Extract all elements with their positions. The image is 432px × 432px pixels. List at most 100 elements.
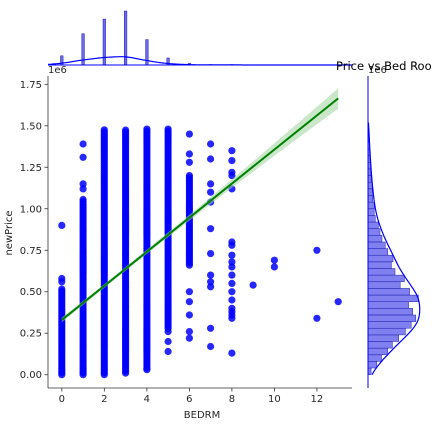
- x-tick-label: 12: [311, 394, 324, 405]
- y-marginal-bar: [367, 328, 406, 336]
- y-tick-label: 0.25: [20, 329, 42, 340]
- scatter-point: [228, 238, 236, 246]
- scatter-point: [228, 258, 236, 266]
- y-marginal-bar: [367, 301, 409, 309]
- x-tick-label: 4: [144, 394, 150, 405]
- scatter-point: [228, 279, 236, 287]
- scatter-point: [228, 296, 236, 304]
- y-marginal-bar: [367, 354, 382, 362]
- scatter-point: [228, 168, 236, 176]
- scatter-point: [164, 337, 172, 346]
- scatter-point: [164, 125, 172, 133]
- y-marginal-offset-label: 1e6: [368, 65, 387, 76]
- scatter-point: [228, 251, 236, 259]
- scatter-point: [58, 278, 66, 286]
- scatter-point: [79, 153, 87, 161]
- y-marginal-bar: [367, 188, 373, 196]
- y-tick-label: 1.25: [20, 163, 42, 174]
- scatter-point: [185, 334, 193, 342]
- y-axis-label: newPrice: [4, 210, 15, 255]
- y-marginal-bar: [367, 294, 419, 302]
- scatter-point: [228, 263, 236, 271]
- scatter-point: [207, 225, 215, 233]
- y-tick-label: 0.00: [20, 370, 42, 381]
- y-tick-label: 1.75: [20, 80, 42, 91]
- scatter-point: [79, 180, 87, 188]
- y-marginal-bar: [367, 181, 373, 190]
- scatter-point: [143, 366, 151, 374]
- scatter-point: [228, 157, 236, 165]
- y-marginal-bar: [367, 347, 389, 356]
- scatter-point: [164, 347, 172, 356]
- main-axes: 0 2 4 6 8 10 12 0.00 0.25 0.50 0.75 1.00 1.25 1.50 1.7…: [20, 76, 352, 405]
- scatter-point: [313, 314, 321, 322]
- y-tick-label: 0.50: [20, 287, 42, 298]
- x-tick-label: 2: [101, 394, 107, 405]
- scatter-point: [207, 180, 215, 188]
- scatter-point: [270, 256, 278, 264]
- scatter-point: [79, 185, 87, 193]
- x-marginal-distribution: [47, 10, 352, 66]
- x-tick-label: 6: [186, 394, 192, 405]
- x-marginal-kde: [47, 56, 352, 66]
- scatter-point: [79, 140, 87, 148]
- scatter-point: [228, 288, 236, 296]
- y-tick-label: 1.00: [20, 204, 42, 215]
- x-tick-label: 0: [59, 394, 65, 405]
- y-marginal-distribution: [367, 76, 421, 388]
- scatter-point: [207, 140, 215, 148]
- scatter-point: [100, 126, 108, 134]
- y-marginal-bar: [367, 361, 378, 369]
- y-tick-label: 1.50: [20, 121, 42, 132]
- scatter-point: [228, 349, 236, 357]
- y-marginal-bar: [367, 281, 401, 289]
- scatter-point: [79, 195, 87, 204]
- x-tick-label: 8: [229, 394, 235, 405]
- regression-fit: [61, 88, 339, 323]
- scatter-point: [185, 288, 193, 296]
- scatter-point: [228, 304, 236, 312]
- scatter-point: [207, 155, 215, 163]
- scatter-points: [58, 125, 342, 379]
- y-marginal-bar: [367, 195, 373, 203]
- y-marginal-bar: [367, 308, 413, 316]
- scatter-point: [249, 281, 257, 289]
- y-marginal-bar: [367, 321, 412, 329]
- scatter-point: [164, 328, 172, 336]
- y-marginal-bar: [367, 288, 410, 296]
- scatter-point: [58, 285, 66, 293]
- y-marginal-bar: [367, 228, 381, 236]
- scatter-point: [185, 298, 193, 306]
- y-marginal-bar: [367, 254, 394, 263]
- y-marginal-bar: [367, 248, 389, 256]
- scatter-point: [185, 130, 193, 138]
- y-marginal-bar: [367, 235, 383, 243]
- y-marginal-kde: [367, 122, 421, 375]
- scatter-point: [185, 328, 193, 336]
- x-tick-label: 10: [268, 394, 281, 405]
- y-marginal-bar: [367, 268, 396, 276]
- y-marginal-bar: [367, 215, 376, 223]
- scatter-point: [228, 147, 236, 155]
- scatter-point: [207, 271, 215, 279]
- scatter-point: [207, 324, 215, 332]
- scatter-point: [143, 125, 151, 133]
- scatter-point: [207, 283, 215, 291]
- y-marginal-bar: [367, 208, 375, 216]
- y-marginal-bar: [367, 261, 392, 269]
- scatter-point: [207, 250, 215, 258]
- scatter-point: [207, 278, 215, 286]
- scatter-point: [58, 221, 66, 229]
- scatter-point: [122, 126, 130, 134]
- chart-title: Price vs Bed Rooms: [336, 59, 432, 73]
- regression-line: [61, 97, 339, 321]
- y-marginal-bar: [367, 241, 386, 249]
- scatter-point: [207, 342, 215, 351]
- scatter-point: [185, 158, 193, 166]
- y-marginal-bar: [367, 274, 405, 282]
- x-axis-label: BEDRM: [184, 410, 220, 421]
- y-marginal-bar: [367, 201, 375, 209]
- y-tick-label: 0.75: [20, 246, 42, 257]
- scatter-point: [207, 188, 215, 196]
